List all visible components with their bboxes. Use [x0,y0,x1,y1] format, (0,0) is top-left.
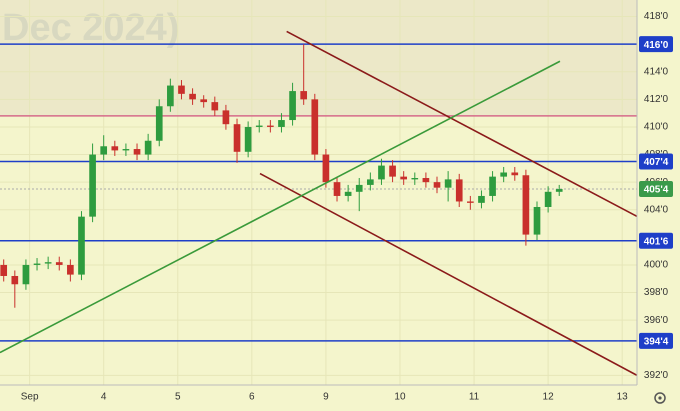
candle-body [155,106,163,141]
trend-line [259,172,638,377]
candle-body [289,91,296,121]
shade-region [0,0,637,116]
candle-body [222,110,230,125]
settings-icon[interactable] [640,386,680,411]
candle-body [22,264,30,285]
candle-body [255,125,263,127]
y-tick-label: 396'0 [644,315,669,326]
candle-body [455,179,463,202]
candle-body [189,93,196,100]
x-tick-label: 5 [175,392,181,403]
candle-body [378,165,385,180]
candle-body [322,154,330,183]
candle-body [511,172,519,176]
price-badge-label: 405'4 [644,185,669,196]
y-tick-label: 400'0 [644,260,669,271]
y-tick-label: 392'0 [644,370,669,381]
y-tick-label: 404'0 [644,204,669,215]
candle-body [555,189,563,192]
candle-body [478,195,485,203]
candle-body [144,140,152,155]
x-tick-label: 11 [469,392,480,403]
price-badge-label: 394'4 [644,336,669,347]
price-badge [639,36,673,53]
candle-body [178,85,185,94]
candle-body [533,206,541,235]
candle-body [200,99,208,103]
settings-dot[interactable] [658,396,662,400]
candle-body [500,172,508,177]
trend-line [0,60,561,354]
candle-body [55,262,63,265]
y-tick-label: 398'0 [644,287,669,298]
candle-body [100,146,108,155]
candle-body [133,149,141,155]
y-tick-label: 414'0 [644,66,669,77]
settings-gear[interactable] [654,392,666,404]
candle-body [89,154,96,217]
candle-body [11,275,19,285]
plot: Dec 2024) [0,0,638,385]
x-tick-label: 13 [617,392,629,403]
candle-body [44,262,52,264]
candle-body [333,182,341,196]
candle-body [433,182,441,188]
candle-body [311,99,319,155]
price-badge-label: 416'0 [644,40,669,51]
candle-body [211,102,219,111]
candle-body [544,191,552,207]
candle-body [444,179,452,188]
price-badge-label: 407'4 [644,157,669,168]
price-badge [639,153,673,170]
y-tick-label: 418'0 [644,11,669,22]
x-tick-label: 10 [394,392,406,403]
candle-body [33,263,41,265]
x-tick-label: 6 [249,392,255,403]
candle-body [467,201,474,203]
price-badge [639,232,673,249]
candle-body [355,184,363,192]
watermark: Dec 2024) [2,7,179,49]
candle-body [300,91,308,100]
candle-body [122,149,130,151]
candle-body [367,179,374,185]
y-tick-label: 410'0 [644,122,669,133]
trend-line [286,30,638,218]
candle-body [167,85,174,107]
candle-body [422,178,430,183]
candle-body [111,146,119,151]
candle-body [233,124,241,152]
x-tick-label: 12 [543,392,555,403]
candle-body [267,125,274,127]
price-badge-label: 401'6 [644,236,669,247]
candle-body [411,178,419,180]
candle-body [78,216,85,275]
x-tick-label: 9 [323,392,329,403]
candle-body [489,176,496,196]
candle-body [344,191,352,196]
x-tick-label: Sep [21,392,39,403]
candle-body [389,165,396,177]
candle-body [0,264,8,276]
candle-body [67,264,74,275]
y-tick-label: 412'0 [644,94,669,105]
candle-body [400,176,408,180]
x-tick-label: 4 [101,392,107,403]
candle-body [522,175,530,235]
price-badge [639,332,673,349]
candle-body [244,126,252,152]
candle-body [278,120,285,127]
price-badge [639,181,673,198]
